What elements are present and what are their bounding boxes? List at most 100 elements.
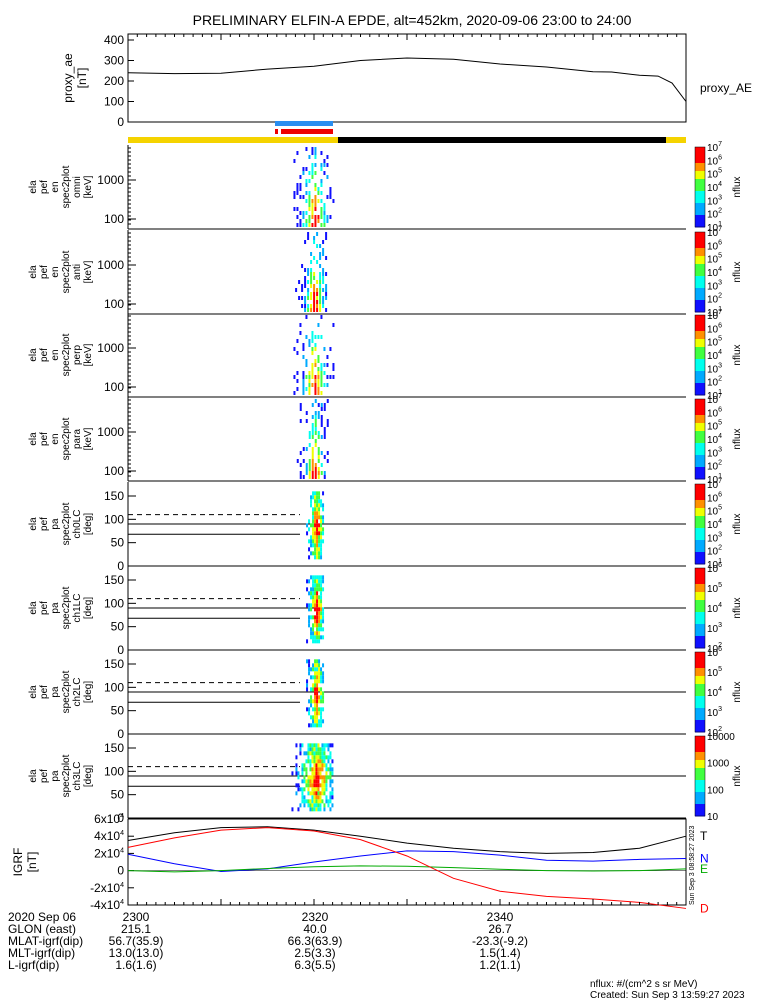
spec-cell bbox=[299, 451, 302, 455]
spec-cell bbox=[329, 195, 332, 199]
spec-cell bbox=[314, 347, 317, 351]
colorbar-segment bbox=[695, 280, 705, 285]
spec-cell bbox=[309, 791, 312, 796]
spec-cell bbox=[296, 459, 299, 463]
spec-cell bbox=[323, 747, 326, 752]
spec-ylabel-word: [deg] bbox=[83, 681, 94, 703]
spec-cell bbox=[313, 308, 316, 312]
orbit-bar-red-start bbox=[275, 129, 278, 134]
spec-cell bbox=[322, 691, 325, 696]
spec-cell bbox=[308, 603, 311, 608]
spec-cell bbox=[314, 607, 317, 612]
igrf-legend-N: N bbox=[700, 852, 709, 866]
colorbar-segment bbox=[695, 496, 705, 501]
colorbar-tick-label: 10 bbox=[707, 812, 719, 823]
spec-ylabel-word: spec2plot bbox=[61, 250, 72, 293]
spec-cell bbox=[301, 795, 304, 800]
colorbar-segment bbox=[695, 335, 705, 340]
igrf-ytick-label: 2x104 bbox=[94, 846, 124, 860]
colorbar-tick-label: 105 bbox=[707, 505, 722, 518]
spec-cell bbox=[314, 375, 317, 379]
spec-cell bbox=[299, 331, 302, 335]
spec-cell bbox=[323, 219, 326, 223]
spec-cell bbox=[314, 439, 317, 443]
spec-cell bbox=[317, 799, 320, 804]
spec-cell bbox=[307, 743, 310, 748]
spec-cell bbox=[305, 751, 308, 756]
spec-cell bbox=[320, 535, 323, 540]
colorbar-tick-label: 106 bbox=[707, 562, 722, 575]
spec-ylabel-word: en bbox=[50, 266, 61, 277]
spec-cell bbox=[318, 711, 321, 716]
spec-cell bbox=[318, 547, 321, 552]
spec-cell bbox=[312, 595, 315, 600]
spec-cell bbox=[327, 755, 330, 760]
colorbar-segment bbox=[695, 284, 705, 289]
proxy-ae-tick-label: 200 bbox=[104, 74, 124, 88]
spec-cell bbox=[314, 691, 317, 696]
proxy-ae-tick-label: 300 bbox=[104, 54, 124, 68]
proxy-ae-tick-label: 400 bbox=[104, 33, 124, 47]
spec-cell bbox=[317, 759, 320, 764]
spec-cell bbox=[293, 391, 296, 395]
spec-cell bbox=[317, 475, 320, 479]
spec-cell bbox=[314, 707, 317, 712]
colorbar-tick-label: 106 bbox=[707, 154, 722, 167]
colorbar-tick-label: 102 bbox=[707, 376, 722, 389]
spec-ylabel-word: ela bbox=[28, 348, 39, 362]
spec-cell bbox=[312, 523, 315, 528]
spec-cell bbox=[323, 371, 326, 375]
spec-cell bbox=[322, 699, 325, 704]
side-stamp: Sun Sep 3 08:58:27 2023 bbox=[689, 825, 696, 905]
spec-cell bbox=[313, 767, 316, 772]
colorbar-unit: nflux bbox=[732, 681, 743, 702]
colorbar-segment bbox=[695, 463, 705, 468]
spec-cell bbox=[316, 491, 319, 496]
spec-cell bbox=[315, 747, 318, 752]
colorbar-segment bbox=[695, 616, 705, 621]
colorbar-segment bbox=[695, 520, 705, 525]
colorbar-tick-label: 102 bbox=[707, 293, 722, 306]
spec-cell bbox=[312, 495, 315, 500]
spec-cell bbox=[314, 711, 317, 716]
colorbar-segment bbox=[695, 592, 705, 597]
spec-cell bbox=[326, 423, 329, 427]
spec-cell bbox=[311, 467, 314, 471]
colorbar-segment bbox=[695, 552, 705, 557]
spec-ytick-label: 100 bbox=[104, 297, 124, 311]
spec-cell bbox=[326, 175, 329, 179]
orbit-bar-black bbox=[338, 137, 666, 143]
spec-cell bbox=[316, 599, 319, 604]
spec-cell bbox=[323, 163, 326, 167]
spec-panel-ela_pef_en_spec2plot_perp: ela pef en spec2plot perp [keV] 100 1000 bbox=[28, 313, 686, 398]
spec-cell bbox=[311, 367, 314, 371]
spec-cell bbox=[308, 343, 311, 347]
spec-cell bbox=[317, 371, 320, 375]
spec-cell bbox=[323, 223, 326, 227]
spec-cell bbox=[315, 763, 318, 768]
proxy-ae-tick-label: 100 bbox=[104, 95, 124, 109]
spec-cell bbox=[311, 787, 314, 792]
colorbar-segment bbox=[695, 672, 705, 677]
spec-cell bbox=[320, 611, 323, 616]
colorbar-segment bbox=[695, 315, 705, 320]
spec-cell bbox=[299, 187, 302, 191]
colorbar-unit: nflux bbox=[732, 344, 743, 365]
colorbar-segment bbox=[695, 704, 705, 709]
spec-cell bbox=[322, 671, 325, 676]
spec-cell bbox=[325, 755, 328, 760]
spec-cell bbox=[316, 232, 319, 236]
proxy-ae-legend: proxy_AE bbox=[700, 81, 752, 95]
colorbar-segment bbox=[695, 748, 705, 753]
spec-cell bbox=[317, 767, 320, 772]
colorbar-segment bbox=[695, 576, 705, 581]
spec-cell bbox=[323, 475, 326, 479]
spec-cell bbox=[314, 431, 317, 435]
colorbar-segment bbox=[695, 596, 705, 601]
colorbar-segment bbox=[695, 256, 705, 261]
colorbar-tick-label: 103 bbox=[707, 531, 722, 544]
spec-ylabel-word: spec2plot bbox=[61, 754, 72, 797]
spec-cell bbox=[317, 403, 320, 407]
spec-cell bbox=[303, 751, 306, 756]
colorbar-segment bbox=[695, 351, 705, 356]
